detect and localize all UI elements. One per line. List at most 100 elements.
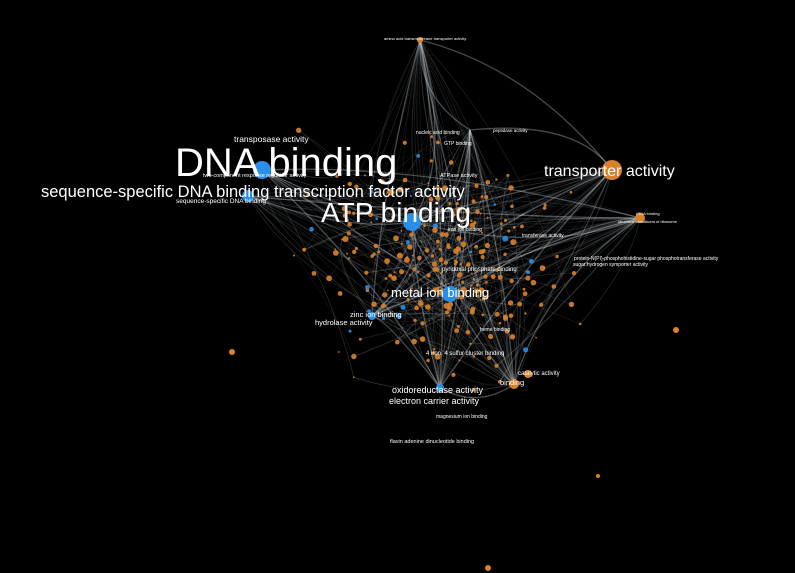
graph-node[interactable] <box>440 232 445 237</box>
graph-node[interactable] <box>486 216 489 219</box>
node-peripheral-6[interactable] <box>485 565 491 571</box>
graph-node[interactable] <box>483 274 488 279</box>
label-pyridoxal-phosphate[interactable]: pyridoxal phosphate binding <box>442 267 517 273</box>
graph-node[interactable] <box>448 314 451 317</box>
graph-node[interactable] <box>354 246 358 251</box>
graph-node[interactable] <box>346 252 348 255</box>
graph-node[interactable] <box>388 189 395 196</box>
graph-node[interactable] <box>530 279 537 286</box>
graph-node[interactable] <box>346 218 349 222</box>
label-rrna-binding[interactable]: rRNA binding <box>636 211 660 216</box>
graph-node[interactable] <box>426 358 430 363</box>
graph-node[interactable] <box>293 254 295 257</box>
graph-node[interactable] <box>451 212 456 217</box>
graph-node[interactable] <box>409 232 414 237</box>
graph-node[interactable] <box>358 337 362 341</box>
graph-node[interactable] <box>309 226 314 232</box>
graph-node[interactable] <box>410 287 413 290</box>
node-metal-ion-binding[interactable] <box>442 286 458 302</box>
graph-node[interactable] <box>470 284 473 287</box>
label-transposase-activity[interactable]: transposase activity <box>234 134 309 144</box>
label-heme-binding[interactable]: heme binding <box>480 327 510 333</box>
graph-node[interactable] <box>449 160 454 165</box>
graph-node[interactable] <box>373 243 379 249</box>
graph-node[interactable] <box>351 353 357 360</box>
graph-node[interactable] <box>470 219 473 223</box>
graph-node[interactable] <box>456 235 462 241</box>
graph-node[interactable] <box>388 273 393 278</box>
graph-node[interactable] <box>335 174 339 178</box>
graph-node[interactable] <box>485 280 488 284</box>
graph-node[interactable] <box>417 270 420 273</box>
graph-node[interactable] <box>365 285 370 290</box>
graph-node[interactable] <box>382 292 388 298</box>
graph-node[interactable] <box>462 222 465 224</box>
graph-node[interactable] <box>478 287 485 294</box>
label-sugar-hydrogen-symporter[interactable]: sugar:hydrogen symporter activity <box>573 262 649 268</box>
graph-node[interactable] <box>348 257 351 260</box>
graph-node[interactable] <box>427 182 430 185</box>
graph-node[interactable] <box>438 247 442 251</box>
graph-node[interactable] <box>503 316 508 321</box>
label-electron-carrier-activity[interactable]: electron carrier activity <box>389 396 480 406</box>
graph-node[interactable] <box>500 227 503 230</box>
node-peripheral-1[interactable] <box>417 37 423 43</box>
graph-node[interactable] <box>432 223 439 229</box>
graph-node[interactable] <box>446 306 452 311</box>
label-transporter-activity[interactable]: transporter activity <box>544 163 675 180</box>
graph-node[interactable] <box>402 140 407 145</box>
graph-node[interactable] <box>473 288 480 294</box>
graph-node[interactable] <box>482 296 485 300</box>
graph-node[interactable] <box>459 294 465 300</box>
graph-node[interactable] <box>578 322 582 326</box>
label-structural-ribosome[interactable]: structural constituent of ribosome <box>618 219 678 224</box>
graph-node[interactable] <box>296 127 302 133</box>
graph-node[interactable] <box>311 271 317 276</box>
graph-node[interactable] <box>433 348 436 351</box>
label-catalytic-activity[interactable]: catalytic activity <box>518 371 560 377</box>
label-atp-binding[interactable]: ATP binding <box>321 197 471 228</box>
graph-node[interactable] <box>397 186 404 193</box>
graph-node[interactable] <box>469 342 472 345</box>
graph-node[interactable] <box>446 243 450 247</box>
graph-node[interactable] <box>416 154 421 158</box>
graph-node[interactable] <box>498 321 502 325</box>
graph-node[interactable] <box>431 261 437 267</box>
graph-node[interactable] <box>508 313 514 319</box>
graph-node[interactable] <box>475 283 479 287</box>
graph-node[interactable] <box>490 274 496 279</box>
graph-node[interactable] <box>480 195 484 199</box>
graph-node[interactable] <box>471 387 476 392</box>
graph-node[interactable] <box>375 217 379 221</box>
graph-node[interactable] <box>380 179 385 184</box>
graph-node[interactable] <box>476 294 480 298</box>
graph-node[interactable] <box>529 258 534 264</box>
graph-node[interactable] <box>525 275 531 281</box>
graph-node[interactable] <box>326 275 332 282</box>
graph-node[interactable] <box>341 206 347 212</box>
graph-node[interactable] <box>409 194 412 197</box>
node-peripheral-4[interactable] <box>229 349 235 355</box>
graph-node[interactable] <box>542 206 547 210</box>
graph-node[interactable] <box>479 213 482 215</box>
label-dna-binding[interactable]: DNA binding <box>175 141 397 185</box>
graph-node[interactable] <box>432 227 438 233</box>
node-peripheral-2[interactable] <box>635 213 645 223</box>
graph-node[interactable] <box>377 250 381 254</box>
graph-node[interactable] <box>423 224 426 227</box>
graph-node[interactable] <box>352 249 357 255</box>
graph-node[interactable] <box>497 380 502 384</box>
graph-node[interactable] <box>386 289 389 292</box>
graph-node[interactable] <box>471 272 473 275</box>
label-atpase-activity[interactable]: ATPase activity <box>440 173 478 179</box>
graph-node[interactable] <box>364 270 369 275</box>
graph-node[interactable] <box>448 202 452 205</box>
graph-node[interactable] <box>347 181 352 187</box>
graph-node[interactable] <box>391 275 397 282</box>
graph-node[interactable] <box>481 231 483 234</box>
graph-node[interactable] <box>569 190 573 194</box>
graph-node[interactable] <box>507 229 511 233</box>
graph-node[interactable] <box>436 140 440 145</box>
graph-node[interactable] <box>517 301 523 307</box>
graph-node[interactable] <box>438 257 444 263</box>
